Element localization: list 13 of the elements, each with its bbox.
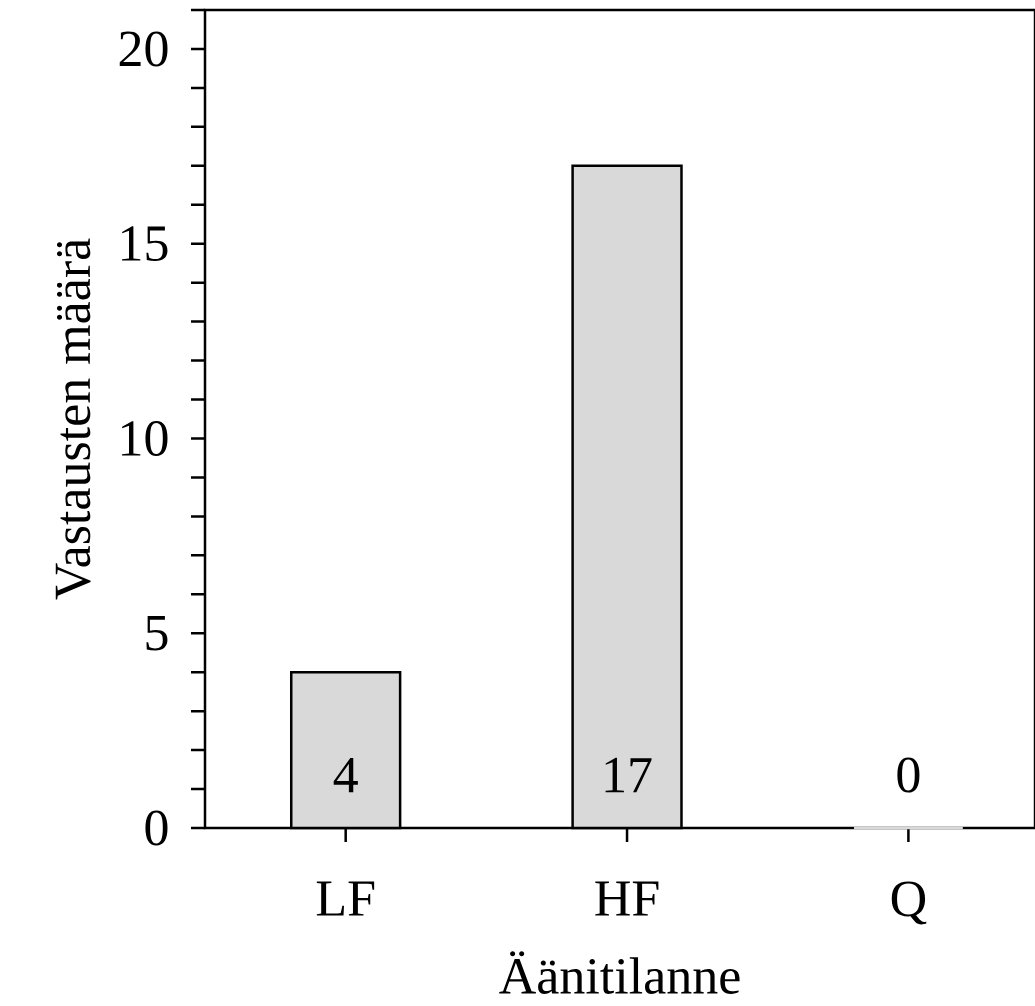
data-label: 0	[897, 757, 920, 793]
data-label: 4	[333, 757, 358, 793]
data-label: 17	[605, 757, 652, 793]
y-tick-label: 20	[119, 31, 168, 67]
y-tick-label: 5	[146, 615, 168, 651]
x-tick-label: HF	[595, 881, 659, 916]
y-tick-label: 0	[145, 810, 168, 846]
x-tick-label: Q	[891, 881, 927, 925]
y-axis-title: Vastausten määrä	[55, 238, 91, 600]
y-tick-label: 10	[122, 420, 168, 457]
y-tick-label: 15	[122, 226, 168, 262]
x-tick-label: LF	[316, 881, 375, 916]
x-axis-title: Äänitilanne	[499, 951, 740, 994]
